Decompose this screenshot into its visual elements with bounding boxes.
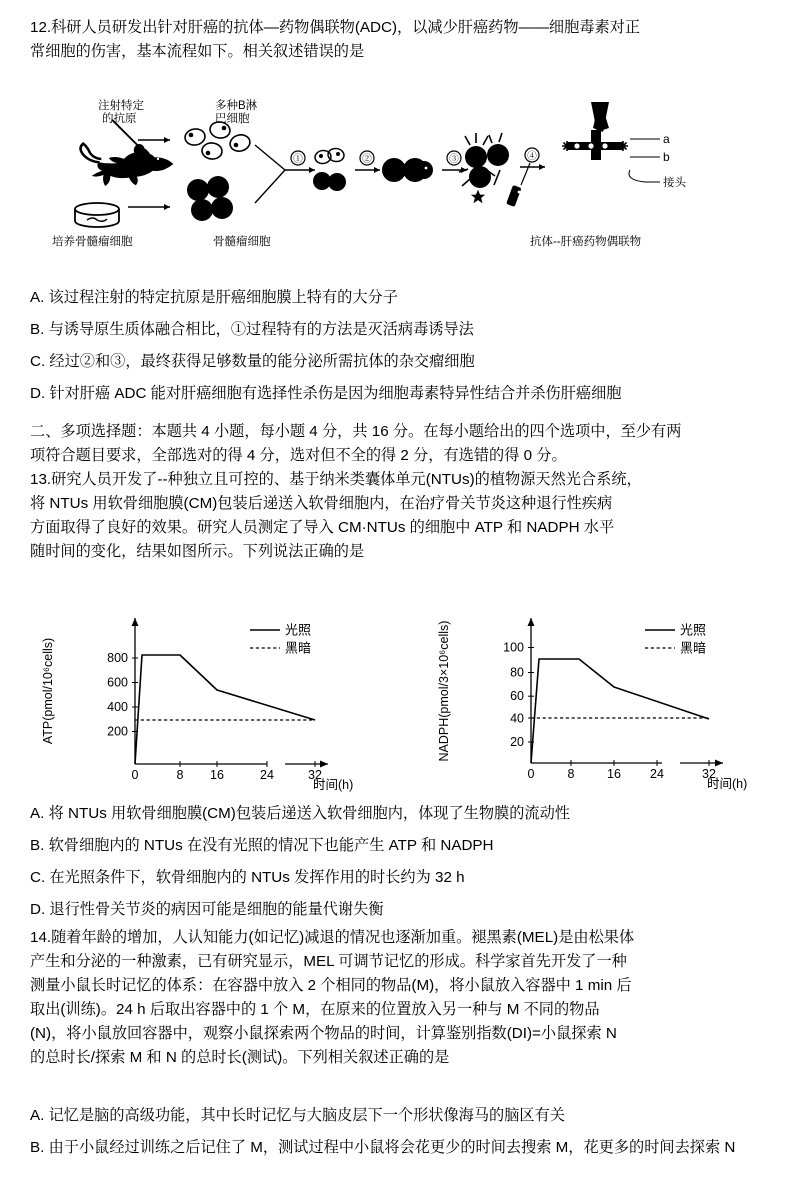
svg-text:培养骨髓瘤细胞: 培养骨髓瘤细胞 bbox=[52, 234, 133, 248]
svg-text:的抗原: 的抗原 bbox=[102, 111, 137, 125]
svg-text:a: a bbox=[663, 132, 670, 146]
svg-text:8: 8 bbox=[177, 768, 184, 782]
svg-text:16: 16 bbox=[607, 767, 621, 781]
svg-text:40: 40 bbox=[510, 712, 524, 726]
svg-text:②: ② bbox=[362, 154, 372, 165]
svg-text:200: 200 bbox=[107, 725, 128, 739]
svg-text:注射特定: 注射特定 bbox=[98, 98, 144, 112]
svg-text:黑暗: 黑暗 bbox=[680, 641, 706, 656]
svg-text:巴细胞: 巴细胞 bbox=[215, 112, 250, 125]
svg-text:800: 800 bbox=[107, 651, 128, 665]
svg-text:20: 20 bbox=[510, 735, 524, 749]
svg-text:60: 60 bbox=[510, 689, 524, 703]
svg-text:NADPH(pmol/3×10⁶cells): NADPH(pmol/3×10⁶cells) bbox=[437, 621, 451, 762]
svg-text:多种B淋: 多种B淋 bbox=[215, 98, 258, 112]
svg-text:80: 80 bbox=[510, 666, 524, 680]
svg-text:24: 24 bbox=[650, 767, 664, 781]
svg-text:抗体--肝癌药物偶联物: 抗体--肝癌药物偶联物 bbox=[530, 234, 642, 248]
svg-text:④: ④ bbox=[527, 151, 537, 162]
svg-text:①: ① bbox=[293, 154, 303, 165]
svg-text:骨髓瘤细胞: 骨髓瘤细胞 bbox=[213, 234, 271, 248]
svg-text:时间(h): 时间(h) bbox=[313, 778, 353, 792]
svg-text:黑暗: 黑暗 bbox=[285, 641, 311, 656]
svg-text:600: 600 bbox=[107, 676, 128, 690]
svg-text:光照: 光照 bbox=[285, 623, 311, 638]
svg-text:100: 100 bbox=[503, 641, 524, 655]
svg-text:时间(h): 时间(h) bbox=[707, 777, 747, 791]
svg-text:接头: 接头 bbox=[663, 175, 686, 189]
svg-text:ATP(pmol/10⁶cells): ATP(pmol/10⁶cells) bbox=[41, 638, 55, 744]
svg-text:16: 16 bbox=[210, 768, 224, 782]
svg-text:0: 0 bbox=[132, 768, 139, 782]
svg-text:8: 8 bbox=[568, 767, 575, 781]
svg-text:b: b bbox=[663, 150, 670, 164]
svg-text:24: 24 bbox=[260, 768, 274, 782]
svg-text:400: 400 bbox=[107, 700, 128, 714]
svg-text:③: ③ bbox=[449, 154, 459, 165]
svg-text:0: 0 bbox=[528, 767, 535, 781]
svg-text:光照: 光照 bbox=[680, 623, 706, 638]
